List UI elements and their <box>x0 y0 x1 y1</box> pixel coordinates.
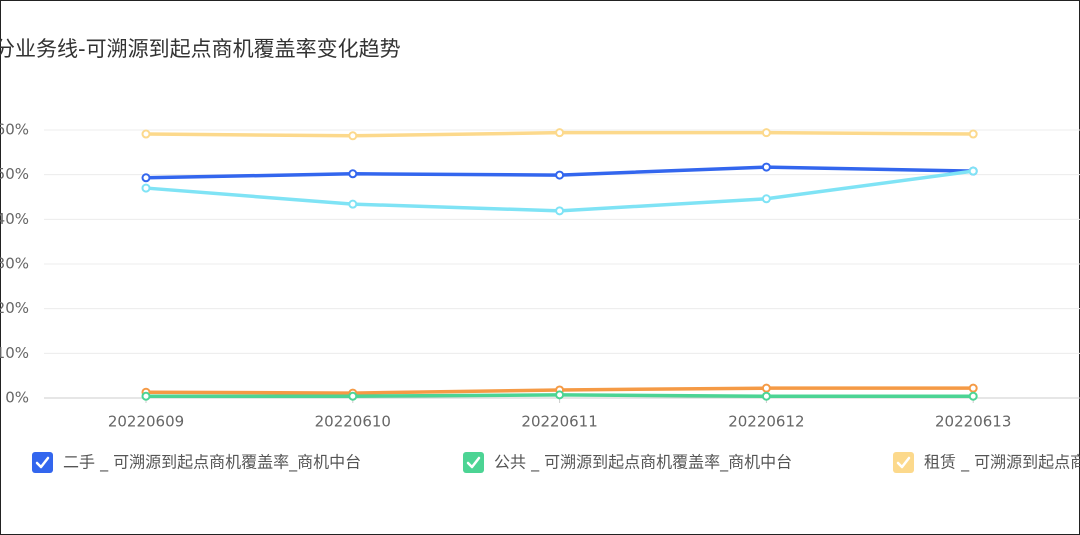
data-point <box>348 169 358 179</box>
legend-label: 公共 _ 可溯源到起点商机覆盖率_商机中台 <box>494 453 792 473</box>
data-point <box>141 129 151 139</box>
legend-checkbox <box>32 452 53 473</box>
legend-label: 租赁 _ 可溯源到起点商机覆盖率_商机中台 <box>924 453 1080 473</box>
x-tick-label: 20220609 <box>108 413 184 431</box>
y-tick-label: 0% <box>5 389 29 407</box>
legend-checkbox <box>893 452 914 473</box>
legend-check <box>466 456 481 469</box>
data-point <box>968 383 978 393</box>
data-point <box>761 162 771 172</box>
data-point <box>555 170 565 180</box>
data-point <box>141 391 151 401</box>
data-point <box>555 390 565 400</box>
legend-check <box>35 456 50 469</box>
chart-title: 分业务线-可溯源到起点商机覆盖率变化趋势 <box>0 37 401 61</box>
data-point <box>555 128 565 138</box>
data-point <box>348 199 358 209</box>
data-point <box>348 391 358 401</box>
x-tick-label: 20220611 <box>521 413 597 431</box>
legend-label: 二手 _ 可溯源到起点商机覆盖率_商机中台 <box>63 453 361 473</box>
legend-check <box>896 456 911 469</box>
data-point <box>761 128 771 138</box>
data-point <box>761 391 771 401</box>
data-point <box>761 383 771 393</box>
data-point <box>968 129 978 139</box>
y-tick-label: 40% <box>0 210 29 228</box>
data-point <box>761 194 771 204</box>
y-tick-label: 30% <box>0 255 29 273</box>
y-tick-label: 50% <box>0 165 29 183</box>
y-tick-label: 20% <box>0 299 29 317</box>
y-tick-label: 60% <box>0 121 29 139</box>
data-point <box>141 173 151 183</box>
legend-checkbox <box>463 452 484 473</box>
data-point <box>968 391 978 401</box>
x-tick-label: 20220613 <box>935 413 1011 431</box>
x-tick-label: 20220610 <box>315 413 391 431</box>
x-tick-label: 20220612 <box>728 413 804 431</box>
data-point <box>348 131 358 141</box>
y-tick-label: 10% <box>0 344 29 362</box>
data-point <box>141 183 151 193</box>
data-point <box>555 206 565 216</box>
data-point <box>968 166 978 176</box>
